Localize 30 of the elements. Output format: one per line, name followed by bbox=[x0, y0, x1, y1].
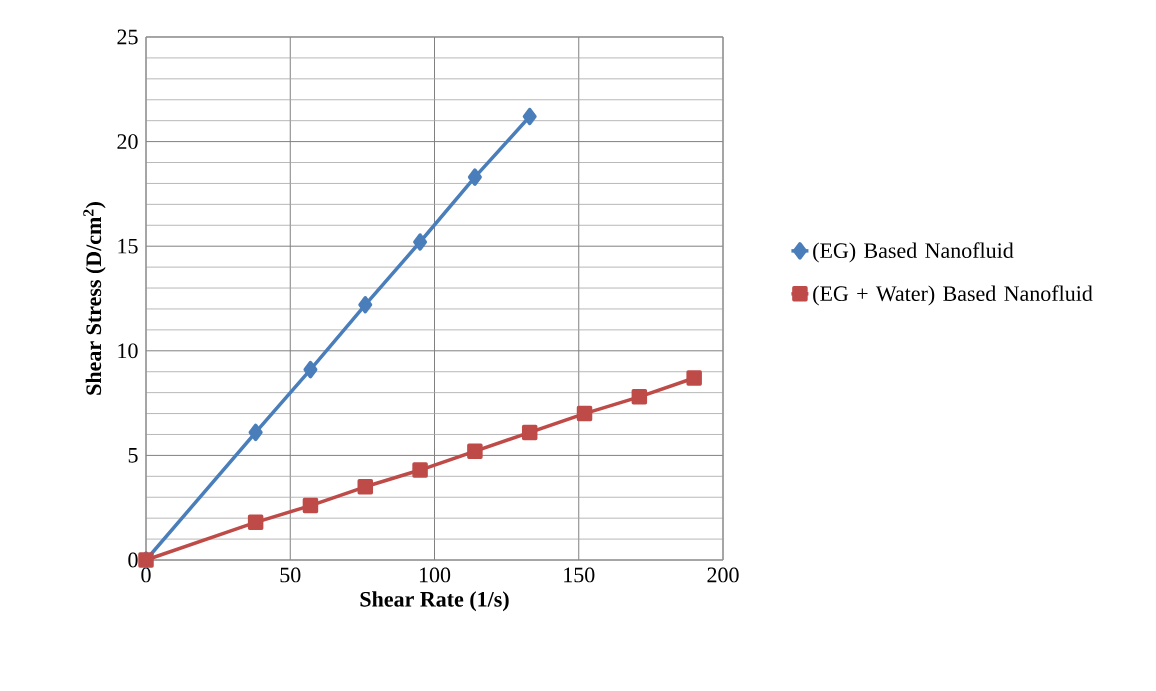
point bbox=[248, 423, 263, 442]
point bbox=[413, 233, 428, 251]
point bbox=[467, 168, 482, 186]
y-tick-label: 0 bbox=[128, 552, 138, 568]
point bbox=[521, 424, 538, 441]
point bbox=[302, 497, 319, 514]
y-axis-title: Shear Stress (D/cm$^{2}$) bbox=[83, 202, 106, 395]
y-tick-label: 20 bbox=[117, 134, 138, 150]
y-tick-label: 15 bbox=[118, 238, 138, 254]
point bbox=[522, 107, 537, 126]
x-tick-label: 200 bbox=[707, 567, 739, 583]
legend-label: (EG + Water) Based Nanofluid bbox=[813, 285, 1093, 306]
x-tick-label: 150 bbox=[564, 567, 595, 583]
x-tick-label: 0 bbox=[141, 567, 151, 583]
y-tick-label: 10 bbox=[118, 343, 138, 359]
point bbox=[247, 514, 264, 531]
point bbox=[576, 405, 593, 422]
point bbox=[358, 296, 373, 314]
y-tick-label: 5 bbox=[128, 448, 138, 463]
point bbox=[467, 443, 483, 459]
point bbox=[303, 360, 318, 379]
point bbox=[686, 370, 702, 386]
x-tick-label: 50 bbox=[280, 567, 301, 583]
y-tick-label: 25 bbox=[117, 29, 138, 45]
point bbox=[631, 389, 648, 405]
legend-label: (EG) Based Nanofluid bbox=[813, 242, 1014, 263]
x-tick-label: 100 bbox=[419, 567, 451, 583]
x-axis-title: Shear Rate (1/s) bbox=[360, 591, 509, 612]
point bbox=[357, 479, 374, 495]
point bbox=[412, 462, 428, 478]
